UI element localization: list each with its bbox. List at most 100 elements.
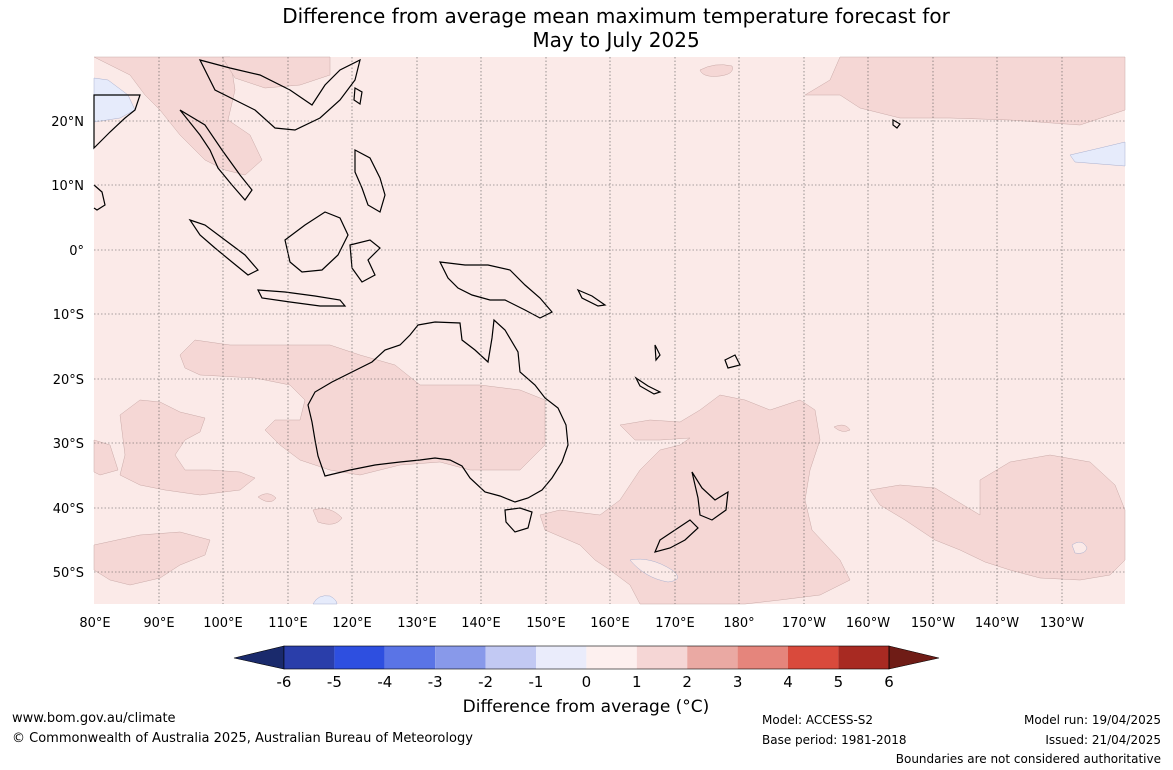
philippines-coastline [354, 149, 386, 213]
hawaii-coastline [892, 118, 901, 129]
coastlines [93, 58, 901, 553]
colorbar-tick: 5 [834, 673, 844, 691]
title-line-2: May to July 2025 [532, 28, 700, 52]
colorbar-tick: -6 [277, 673, 292, 691]
colorbar-tick: 1 [632, 673, 642, 691]
map-title: Difference from average mean maximum tem… [0, 4, 1173, 52]
new-zealand-south-coastline [653, 519, 699, 553]
colorbar-tick: 3 [733, 673, 743, 691]
lon-label: 170°E [655, 616, 695, 631]
warm-region-small-east [833, 424, 851, 432]
warm-region-indian-west [119, 399, 256, 496]
indochina-coastline [179, 109, 253, 201]
colorbar-segment [435, 646, 486, 669]
colorbar-segment [586, 646, 637, 669]
colorbar-label: Difference from average (°C) [462, 697, 710, 717]
colorbar-segment [485, 646, 536, 669]
lon-label: 130°W [1040, 616, 1084, 631]
lon-label: 120°E [332, 616, 372, 631]
lat-label: 10°N [51, 179, 84, 194]
hole-south-pacific [1071, 541, 1088, 554]
cool-anomaly-regions [93, 77, 1126, 605]
china-coastline [198, 58, 361, 131]
warm-region-tasman [539, 394, 851, 605]
copyright-text: © Commonwealth of Australia 2025, Austra… [12, 731, 473, 746]
colorbar-frame [283, 645, 890, 670]
sulawesi-coastline [349, 239, 381, 283]
sumatra-coastline [188, 218, 259, 276]
colorbar-segment [334, 646, 385, 669]
colorbar-tick: -5 [327, 673, 342, 691]
lon-label: 140°E [461, 616, 501, 631]
sri-lanka-coastline [93, 184, 106, 211]
colorbar-arrow-high [888, 645, 940, 670]
issued-date: Issued: 21/04/2025 [1045, 733, 1161, 747]
lat-label: 10°S [53, 308, 84, 323]
new-zealand-north-coastline [691, 471, 729, 521]
longitude-labels: 80°E 90°E 100°E 110°E 120°E 130°E 140°E … [79, 616, 1084, 631]
colorbar-tick: -4 [377, 673, 392, 691]
lon-label: 140°W [975, 616, 1019, 631]
lon-label: 160°E [590, 616, 630, 631]
warm-region-far-west [93, 439, 119, 476]
website-link[interactable]: www.bom.gov.au/climate [12, 711, 176, 726]
model-run-date: Model run: 19/04/2025 [1023, 713, 1161, 727]
warm-region-indian-ocean [179, 339, 546, 476]
lon-label: 160°W [846, 616, 890, 631]
lat-label: 20°S [53, 373, 84, 388]
colorbar-segment [636, 646, 688, 669]
colorbar-tick: 6 [884, 673, 894, 691]
taiwan-coastline [353, 87, 363, 106]
warm-region-south-pacific-east [869, 454, 1126, 581]
lat-label: 30°S [53, 437, 84, 452]
lat-label: 0° [69, 244, 84, 259]
vanuatu-coastline [654, 344, 661, 362]
lon-label: 170°W [782, 616, 826, 631]
java-coastline [256, 289, 347, 307]
lon-label: 130°E [397, 616, 437, 631]
lon-label: 150°E [526, 616, 566, 631]
colorbar-tick: 0 [582, 673, 592, 691]
lon-label: 90°E [143, 616, 174, 631]
colorbar-segment [737, 646, 788, 669]
gridlines [94, 57, 1125, 604]
cool-region-south [312, 595, 338, 605]
colorbar-segment [384, 646, 436, 669]
base-period: Base period: 1981-2018 [762, 733, 907, 747]
warm-region-small-north [699, 64, 733, 77]
hole-tasman [629, 558, 678, 583]
india-coastline [93, 94, 141, 150]
lon-label: 150°W [911, 616, 955, 631]
lat-label: 50°S [53, 566, 84, 581]
australia-coastline [307, 318, 569, 503]
lon-label: 80°E [79, 616, 110, 631]
fiji-coastline [724, 354, 741, 369]
colorbar-tick: 4 [783, 673, 793, 691]
boundaries-disclaimer: Boundaries are not considered authoritat… [895, 752, 1161, 766]
colorbar-tick: 2 [682, 673, 692, 691]
warm-region-north-pacific-west [221, 56, 331, 89]
warm-region-small-south-1 [257, 493, 277, 502]
colorbar-arrow-low [233, 645, 285, 670]
borneo-coastline [284, 211, 349, 273]
lon-label: 110°E [268, 616, 308, 631]
cool-region-east [1069, 141, 1126, 167]
warm-region-southeast-asia [93, 56, 263, 176]
colorbar-segment [536, 646, 587, 669]
model-info: Model: ACCESS-S2 [762, 713, 874, 727]
lat-label: 20°N [51, 115, 84, 130]
colorbar [233, 645, 940, 670]
colorbar-tick: -2 [478, 673, 493, 691]
lon-label: 180° [723, 616, 754, 631]
colorbar-segment [687, 646, 738, 669]
warm-region-small-south-2 [312, 508, 343, 525]
lat-label: 40°S [53, 502, 84, 517]
latitude-labels: 20°N 10°N 0° 10°S 20°S 30°S 40°S 50°S [51, 115, 84, 581]
title-line-1: Difference from average mean maximum tem… [282, 4, 950, 28]
solomon-coastline [576, 288, 607, 307]
new-caledonia-coastline [634, 376, 662, 395]
lon-label: 100°E [203, 616, 243, 631]
warm-region-north-pacific-east [804, 56, 1126, 126]
colorbar-tick: -1 [529, 673, 544, 691]
